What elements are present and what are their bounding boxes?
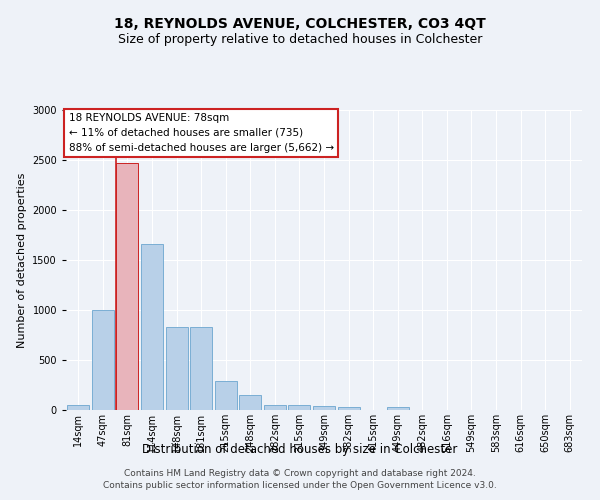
Bar: [264, 404, 286, 410]
Bar: [289, 405, 310, 410]
Bar: [92, 310, 114, 410]
Bar: [239, 395, 262, 410]
Bar: [386, 407, 409, 410]
Text: Distribution of detached houses by size in Colchester: Distribution of detached houses by size …: [142, 442, 458, 456]
Text: Size of property relative to detached houses in Colchester: Size of property relative to detached ho…: [118, 32, 482, 46]
Bar: [215, 381, 237, 410]
Bar: [338, 407, 359, 410]
Bar: [313, 406, 335, 410]
Bar: [166, 327, 188, 410]
Bar: [116, 163, 139, 410]
Text: Contains HM Land Registry data © Crown copyright and database right 2024.: Contains HM Land Registry data © Crown c…: [124, 468, 476, 477]
Text: 18, REYNOLDS AVENUE, COLCHESTER, CO3 4QT: 18, REYNOLDS AVENUE, COLCHESTER, CO3 4QT: [114, 18, 486, 32]
Text: 18 REYNOLDS AVENUE: 78sqm
← 11% of detached houses are smaller (735)
88% of semi: 18 REYNOLDS AVENUE: 78sqm ← 11% of detac…: [68, 113, 334, 152]
Text: Contains public sector information licensed under the Open Government Licence v3: Contains public sector information licen…: [103, 481, 497, 490]
Bar: [141, 244, 163, 410]
Bar: [67, 404, 89, 410]
Y-axis label: Number of detached properties: Number of detached properties: [17, 172, 26, 348]
Bar: [190, 327, 212, 410]
